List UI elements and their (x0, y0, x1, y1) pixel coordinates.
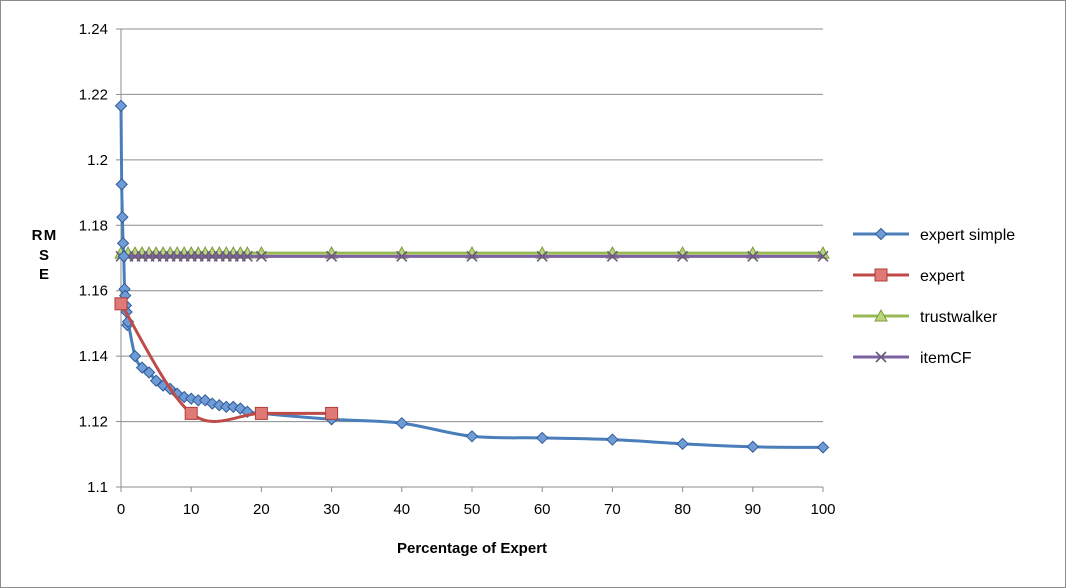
x-tick-label: 0 (117, 501, 125, 518)
y-axis-title-letter: S (39, 247, 49, 264)
y-tick-label: 1.1 (87, 479, 108, 496)
series-line-expert (119, 302, 332, 423)
data-point-expert-simple (606, 433, 619, 446)
series-expert (114, 297, 339, 423)
y-axis-title-letter: R (32, 227, 43, 244)
legend-marker (875, 351, 887, 363)
y-tick-label: 1.18 (79, 217, 108, 234)
legend-marker (874, 227, 888, 241)
series-layer (114, 99, 830, 454)
y-axis-title: R MSE (32, 227, 57, 283)
x-marker-stroke (875, 351, 887, 363)
data-point-itemcf (326, 250, 338, 262)
data-point-expert-simple (117, 250, 131, 263)
x-marker-stroke (747, 250, 759, 262)
legend-label: trustwalker (920, 309, 998, 326)
legend-item-itemcf: itemCF (853, 350, 972, 367)
data-point-expert-simple (816, 441, 830, 454)
data-point-itemcf (255, 250, 267, 262)
x-tick-label: 80 (674, 501, 691, 518)
x-axis-title: Percentage of Expert (397, 540, 547, 557)
y-tick-label: 1.14 (79, 348, 108, 365)
legend-label: itemCF (920, 350, 972, 367)
data-point-itemcf (396, 250, 408, 262)
x-tick-label: 10 (183, 501, 200, 518)
legend-label: expert simple (920, 227, 1015, 244)
x-marker-stroke (326, 250, 338, 262)
legend-marker (874, 308, 888, 322)
legend-label: expert (920, 268, 965, 285)
x-tick-label: 100 (810, 501, 835, 518)
legend-marker (874, 268, 888, 282)
data-point-expert-simple (116, 237, 130, 250)
legend-item-expert: expert (853, 268, 965, 285)
x-tick-label: 70 (604, 501, 621, 518)
y-axis-title-letter: E (39, 266, 49, 283)
series-expert-simple (114, 99, 830, 454)
x-tick-labels: 0 10 20 30 40 50 60 70 80 90 100 (117, 487, 836, 518)
series-itemcf (115, 250, 829, 262)
x-marker-stroke (817, 250, 829, 262)
data-point-itemcf (536, 250, 548, 262)
x-marker-stroke (606, 250, 618, 262)
data-point-itemcf (747, 250, 759, 262)
x-tick-label: 30 (323, 501, 340, 518)
data-point-expert (325, 406, 339, 420)
data-point-expert (254, 406, 268, 420)
data-point-itemcf (606, 250, 618, 262)
x-tick-label: 60 (534, 501, 551, 518)
legend-item-trustwalker: trustwalker (853, 308, 998, 326)
data-point-itemcf (466, 250, 478, 262)
y-tick-label: 1.22 (79, 86, 108, 103)
x-marker-stroke (536, 250, 548, 262)
x-marker-stroke (677, 250, 689, 262)
x-tick-label: 90 (744, 501, 761, 518)
y-tick-label: 1.24 (79, 21, 108, 38)
x-tick-label: 50 (464, 501, 481, 518)
y-tick-labels: 1.1 1.12 1.14 1.16 1.18 1.2 1.22 1.24 (79, 21, 108, 496)
data-point-expert (184, 406, 198, 420)
data-point-expert-simple (535, 431, 549, 445)
data-point-expert-simple (114, 99, 128, 113)
x-tick-label: 20 (253, 501, 270, 518)
series-line-expert-simple (119, 105, 824, 449)
x-marker-stroke (466, 250, 478, 262)
x-marker-stroke (255, 250, 267, 262)
x-tick-label: 40 (393, 501, 410, 518)
data-point-expert-simple (142, 366, 156, 379)
legend-item-expert-simple: expert simple (853, 227, 1015, 244)
data-point-expert-simple (465, 430, 479, 443)
y-tick-label: 1.12 (79, 414, 108, 431)
data-point-expert-simple (135, 361, 149, 374)
data-point-expert-simple (149, 374, 163, 387)
data-point-expert-simple (395, 417, 409, 430)
data-point-expert-simple (128, 349, 142, 363)
data-point-itemcf (241, 250, 253, 262)
data-point-expert-simple (116, 210, 129, 224)
x-marker-stroke (396, 250, 408, 262)
data-point-itemcf (817, 250, 829, 262)
y-tick-label: 1.2 (87, 152, 108, 169)
y-axis-title-letter: M (44, 227, 57, 244)
data-point-expert-simple (746, 440, 760, 453)
y-tick-label: 1.16 (79, 283, 108, 300)
data-point-itemcf (677, 250, 689, 262)
x-marker-stroke (241, 250, 253, 262)
data-point-expert-simple (115, 178, 128, 191)
data-point-expert (114, 297, 128, 311)
legend: expert simple expert trustwalker itemCF (853, 227, 1015, 367)
data-point-expert-simple (676, 437, 689, 451)
